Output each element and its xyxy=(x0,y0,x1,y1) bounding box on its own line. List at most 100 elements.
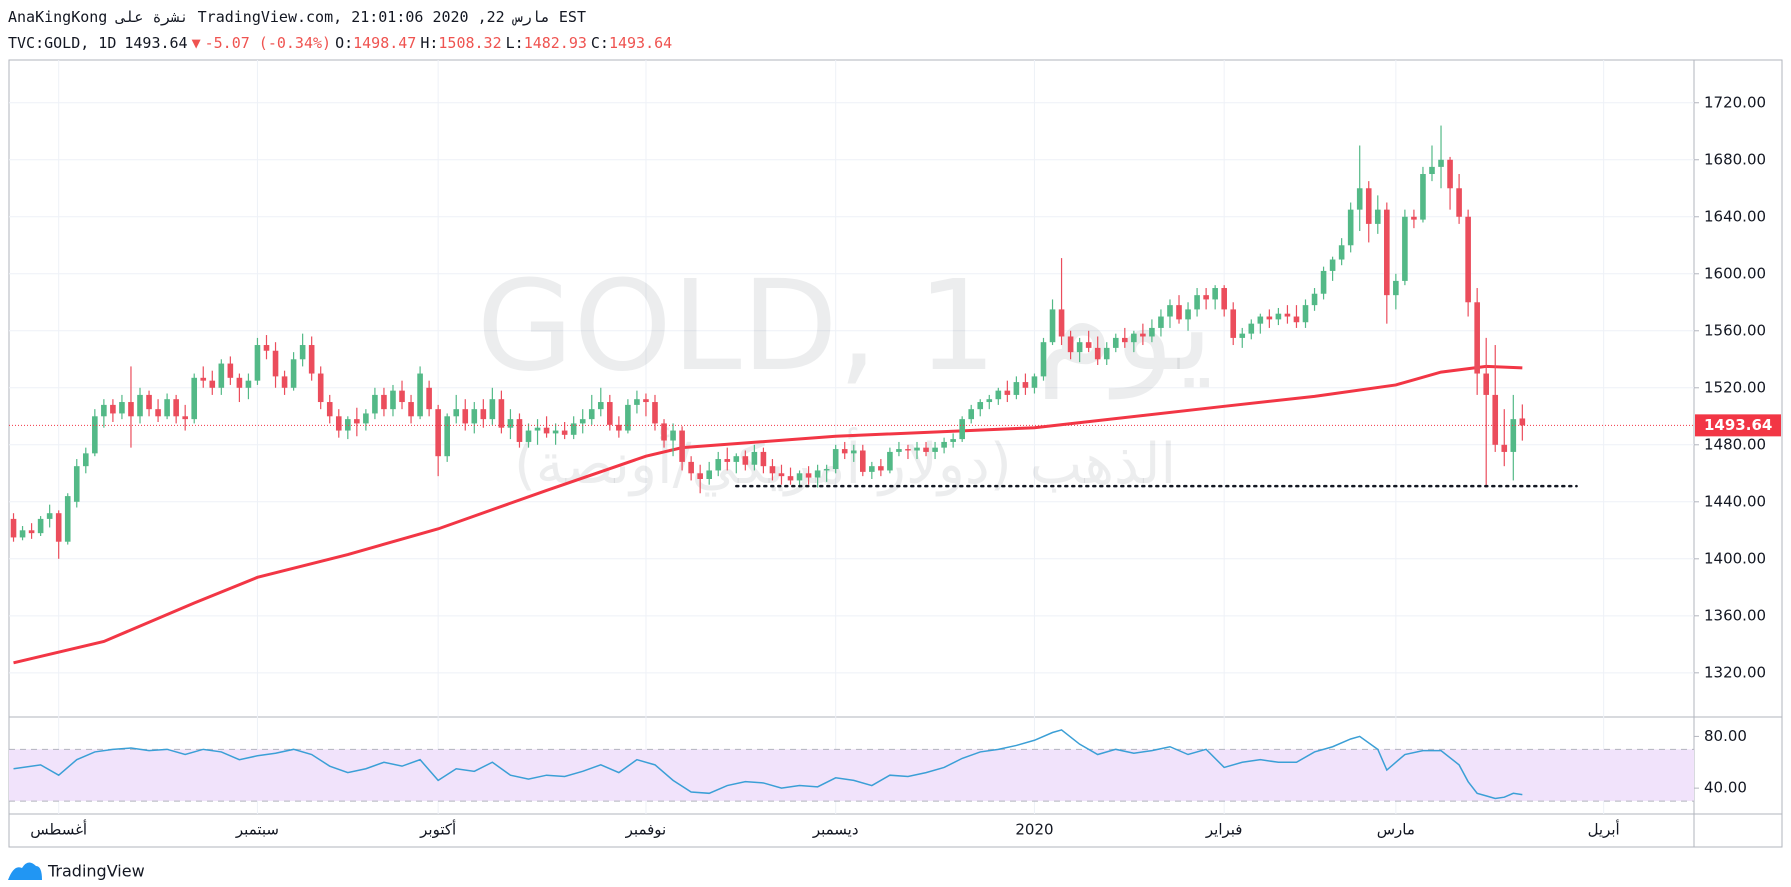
candle-body xyxy=(1320,270,1327,294)
y-tick-label: 1440.00 xyxy=(1704,492,1766,510)
candle-body xyxy=(335,416,342,431)
candle-body xyxy=(679,430,685,462)
candle-body xyxy=(372,394,378,414)
ohlc-value: 1508.32 xyxy=(438,34,501,52)
candle-body xyxy=(968,409,975,420)
candle-body xyxy=(896,449,902,452)
candle-body xyxy=(281,376,288,388)
candle-body xyxy=(1185,309,1191,320)
candle-body xyxy=(1275,313,1282,320)
candle-body xyxy=(905,449,911,451)
ohlc-value: 1498.47 xyxy=(353,34,416,52)
candle-body xyxy=(1203,295,1209,300)
candle-body xyxy=(1329,259,1336,271)
candle-body xyxy=(1411,216,1417,220)
y-tick-label: 1520.00 xyxy=(1704,378,1766,396)
candle-body xyxy=(841,449,848,454)
candle-body xyxy=(453,409,460,417)
candle-body xyxy=(55,513,62,542)
candle-body xyxy=(1022,382,1029,388)
candle-body xyxy=(977,402,984,410)
candle-body xyxy=(878,466,884,471)
candle-body xyxy=(1519,418,1526,426)
candle-body xyxy=(92,416,98,454)
candle-body xyxy=(697,473,703,479)
x-tick-label: أكتوبر xyxy=(419,820,456,839)
candle-body xyxy=(534,427,541,431)
ohlc-key: H: xyxy=(420,34,438,52)
candle-body xyxy=(1374,209,1381,224)
ohlc-key: L: xyxy=(506,34,524,52)
candle-body xyxy=(724,459,731,462)
candle-body xyxy=(1031,376,1038,388)
candle-body xyxy=(986,399,993,403)
candle-body xyxy=(670,430,676,441)
candle-body xyxy=(769,466,776,474)
candle-body xyxy=(236,377,243,388)
x-tick-label: ديسمبر xyxy=(812,821,859,839)
candle-body xyxy=(1013,382,1020,395)
candle-body xyxy=(1239,333,1246,338)
candle-body xyxy=(832,449,839,470)
logo xyxy=(8,862,42,880)
change: -5.07 (-0.34%) xyxy=(205,34,331,52)
candle-body xyxy=(570,423,577,435)
candle-body xyxy=(561,430,568,435)
x-tick-label: مارس xyxy=(1377,821,1415,839)
candle-body xyxy=(164,399,170,417)
candle-body xyxy=(579,419,586,424)
x-tick-label: نوفمبر xyxy=(625,821,667,839)
candle-body xyxy=(200,377,207,381)
candle-body xyxy=(1429,166,1435,175)
candle-body xyxy=(525,430,532,442)
candle-body xyxy=(471,409,478,424)
candle-body xyxy=(444,416,450,457)
candle-body xyxy=(1438,159,1444,167)
candle-body xyxy=(137,394,143,417)
symbol-legend: TVC:GOLD, 1D 1493.64 ▼ -5.07 (-0.34%) O:1498… xyxy=(8,34,672,52)
candle-body xyxy=(796,473,803,481)
candle-body xyxy=(1456,188,1462,217)
y-tick-label: 1680.00 xyxy=(1704,150,1766,168)
last-price-label: 1493.64 xyxy=(1704,416,1772,434)
candle-body xyxy=(959,419,965,440)
candle-body xyxy=(706,470,713,479)
rsi-line xyxy=(13,729,1523,800)
candle-body xyxy=(914,447,920,451)
candle-body xyxy=(1293,316,1300,323)
x-tick-label: سبتمبر xyxy=(235,821,279,839)
candle-body xyxy=(308,345,315,374)
candle-body xyxy=(82,453,89,467)
candle-body xyxy=(1067,336,1074,353)
y-tick-label: 80.00 xyxy=(1704,727,1747,745)
candle-body xyxy=(317,373,324,403)
candle-body xyxy=(1103,347,1110,360)
candle-body xyxy=(552,430,559,434)
candle-body xyxy=(399,390,405,403)
candle-body xyxy=(480,409,487,420)
y-tick-label: 1640.00 xyxy=(1704,207,1766,225)
candle-body xyxy=(1167,305,1173,317)
candle-body xyxy=(218,363,225,388)
candle-body xyxy=(101,404,107,417)
candle-body xyxy=(1465,216,1471,303)
candle-body xyxy=(923,447,929,452)
candle-body xyxy=(381,394,387,410)
candle-body xyxy=(1058,309,1065,337)
candle-body xyxy=(941,441,947,448)
candle-body xyxy=(1420,174,1426,220)
candle-body xyxy=(760,451,767,467)
candle-body xyxy=(1311,293,1318,306)
candle-body xyxy=(191,377,198,420)
candle-body xyxy=(1040,342,1047,377)
candle-body xyxy=(119,402,125,414)
candle-body xyxy=(1004,390,1011,395)
candle-body xyxy=(28,530,35,534)
candle-body xyxy=(1365,188,1372,224)
ohlc-key: C: xyxy=(591,34,609,52)
candle-body xyxy=(1131,333,1137,343)
candle-body xyxy=(715,459,722,471)
rsi-band xyxy=(9,749,1694,802)
symbol: TVC:GOLD, 1D xyxy=(8,34,116,52)
ohlc-value: 1482.93 xyxy=(524,34,587,52)
